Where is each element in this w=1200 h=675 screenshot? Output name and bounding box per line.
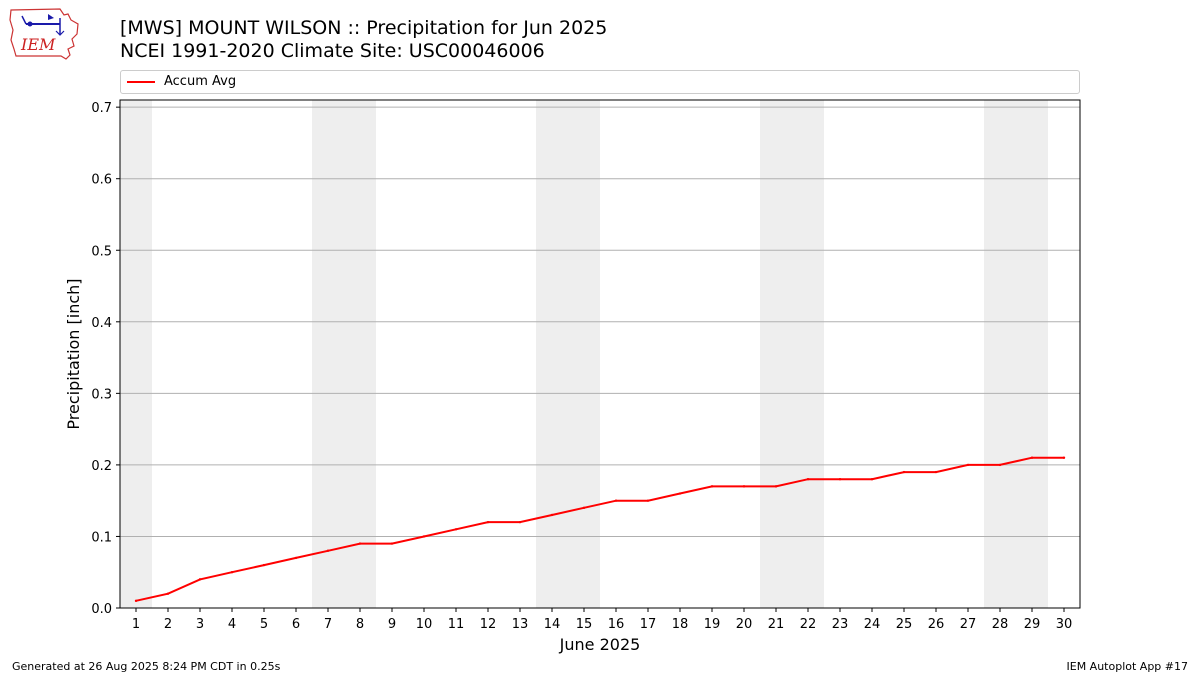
data-point bbox=[902, 470, 906, 474]
x-tick-label: 30 bbox=[1056, 617, 1073, 632]
x-tick-label: 26 bbox=[928, 617, 945, 632]
y-tick-label: 0.7 bbox=[91, 101, 112, 116]
data-point bbox=[582, 506, 586, 510]
x-tick-label: 22 bbox=[800, 617, 817, 632]
x-tick-label: 28 bbox=[992, 617, 1009, 632]
x-axis-label: June 2025 bbox=[559, 635, 641, 654]
x-tick-label: 17 bbox=[640, 617, 657, 632]
data-point bbox=[358, 542, 362, 545]
series-line-accum-avg bbox=[135, 456, 1064, 602]
data-point bbox=[934, 470, 938, 474]
x-tick-label: 6 bbox=[292, 617, 300, 632]
data-point bbox=[518, 520, 522, 524]
data-point bbox=[198, 578, 202, 581]
x-tick-label: 7 bbox=[324, 617, 332, 632]
data-point bbox=[806, 478, 810, 481]
data-point bbox=[710, 485, 714, 488]
x-tick-label: 11 bbox=[448, 617, 465, 632]
data-point bbox=[230, 571, 234, 574]
x-tick-label: 14 bbox=[544, 617, 561, 632]
x-tick-label: 5 bbox=[260, 617, 268, 632]
data-point bbox=[550, 513, 554, 517]
x-tick-label: 21 bbox=[768, 617, 785, 632]
y-tick-label: 0.0 bbox=[91, 602, 112, 617]
weekend-band bbox=[120, 100, 152, 608]
footer-app-label: IEM Autoplot App #17 bbox=[1066, 660, 1189, 673]
y-tick-label: 0.1 bbox=[91, 530, 112, 545]
data-point bbox=[1030, 456, 1034, 459]
y-tick-label: 0.2 bbox=[91, 459, 112, 474]
svg-text:IEM: IEM bbox=[20, 35, 56, 54]
x-tick-label: 27 bbox=[960, 617, 977, 632]
data-point bbox=[422, 535, 426, 538]
chart-subtitle: NCEI 1991-2020 Climate Site: USC00046006 bbox=[120, 40, 545, 62]
x-tick-label: 9 bbox=[388, 617, 396, 632]
x-tick-label: 8 bbox=[356, 617, 364, 632]
y-tick-label: 0.4 bbox=[91, 316, 112, 331]
y-tick-label: 0.6 bbox=[91, 173, 112, 188]
data-point bbox=[678, 492, 682, 495]
x-tick-label: 16 bbox=[608, 617, 625, 632]
weekend-band bbox=[536, 100, 568, 608]
data-point bbox=[838, 478, 842, 481]
data-point bbox=[646, 499, 650, 502]
weekend-band bbox=[792, 100, 824, 608]
data-point bbox=[262, 563, 266, 567]
plot-frame bbox=[119, 99, 1081, 609]
data-point bbox=[166, 592, 170, 595]
iem-logo-icon: IEM bbox=[9, 8, 79, 60]
legend: Accum Avg bbox=[120, 70, 1080, 94]
x-tick-label: 15 bbox=[576, 617, 593, 632]
x-tick-label: 29 bbox=[1024, 617, 1041, 632]
data-point bbox=[966, 463, 970, 467]
y-tick-label: 0.5 bbox=[91, 244, 112, 259]
weekend-band bbox=[568, 100, 600, 608]
data-point bbox=[134, 599, 138, 603]
data-point bbox=[998, 463, 1002, 467]
y-tick-label: 0.3 bbox=[91, 387, 112, 402]
data-point bbox=[294, 556, 298, 560]
data-point bbox=[326, 549, 330, 552]
data-point bbox=[870, 478, 874, 481]
x-tick-label: 24 bbox=[864, 617, 881, 632]
data-point bbox=[486, 520, 490, 524]
x-tick-label: 25 bbox=[896, 617, 913, 632]
weekend-band bbox=[312, 100, 344, 608]
legend-swatch-accum-avg bbox=[127, 81, 155, 83]
data-point bbox=[742, 485, 746, 488]
x-tick-label: 3 bbox=[196, 617, 204, 632]
data-point bbox=[614, 499, 618, 502]
x-tick-label: 23 bbox=[832, 617, 849, 632]
weekend-band bbox=[344, 100, 376, 608]
x-tick-label: 13 bbox=[512, 617, 529, 632]
footer-generated-text: Generated at 26 Aug 2025 8:24 PM CDT in … bbox=[12, 660, 281, 673]
y-axis-label: Precipitation [inch] bbox=[64, 278, 83, 429]
data-point bbox=[390, 542, 394, 545]
x-tick-label: 19 bbox=[704, 617, 721, 632]
legend-label-accum-avg: Accum Avg bbox=[164, 74, 237, 89]
chart-title: [MWS] MOUNT WILSON :: Precipitation for … bbox=[120, 17, 608, 39]
data-point bbox=[1062, 456, 1066, 459]
x-tick-label: 4 bbox=[228, 617, 236, 632]
weekend-band bbox=[984, 100, 1016, 608]
x-tick-label: 1 bbox=[132, 617, 140, 632]
data-point bbox=[774, 485, 778, 488]
weekend-band bbox=[1016, 100, 1048, 608]
x-tick-label: 10 bbox=[416, 617, 433, 632]
x-tick-label: 12 bbox=[480, 617, 497, 632]
x-tick-label: 2 bbox=[164, 617, 172, 632]
data-point bbox=[454, 528, 458, 531]
x-tick-label: 18 bbox=[672, 617, 689, 632]
x-tick-label: 20 bbox=[736, 617, 753, 632]
weekend-band bbox=[760, 100, 792, 608]
